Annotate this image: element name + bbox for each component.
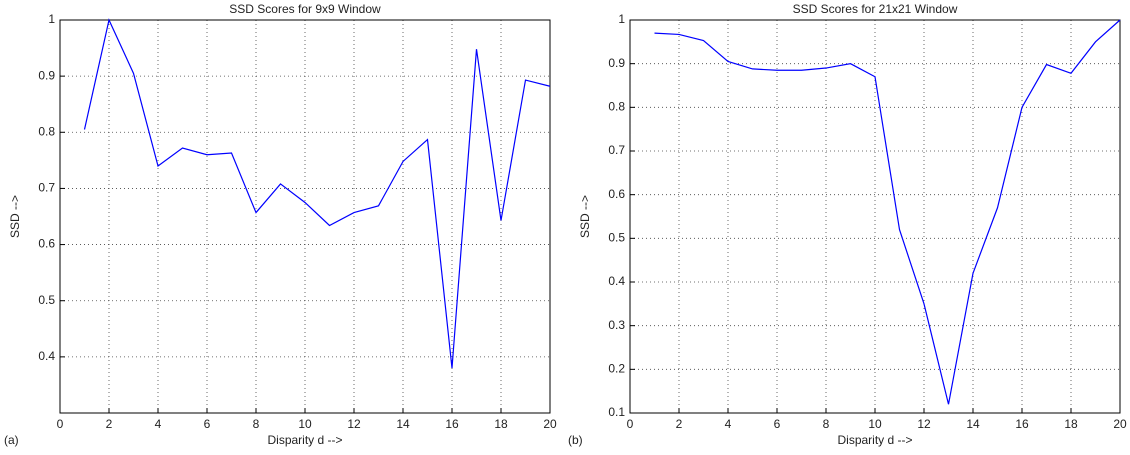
x-tick-label: 4	[155, 417, 162, 431]
data-line	[83, 18, 551, 369]
y-tick-label: 0.4	[38, 349, 55, 363]
x-tick-label: 10	[868, 417, 882, 431]
y-tick-label: 0.9	[38, 68, 55, 82]
y-tick-label: 0.8	[38, 124, 55, 138]
x-tick-label: 2	[676, 417, 683, 431]
x-axis-label: Disparity d -->	[837, 433, 912, 447]
x-tick-label: 4	[725, 417, 732, 431]
x-tick-label: 8	[823, 417, 830, 431]
x-tick-label: 6	[204, 417, 211, 431]
y-tick-label: 0.7	[608, 143, 625, 157]
y-tick-label: 0.6	[608, 187, 625, 201]
x-tick-label: 20	[543, 417, 557, 431]
x-tick-label: 0	[627, 417, 634, 431]
x-tick-label: 8	[253, 417, 260, 431]
panel-label: (a)	[4, 433, 19, 447]
y-tick-label: 0.7	[38, 181, 55, 195]
y-axis-label: SSD -->	[8, 195, 22, 238]
plot-frame	[629, 19, 1121, 414]
y-tick-label: 0.4	[608, 274, 625, 288]
y-tick-label: 0.9	[608, 56, 625, 70]
x-tick-label: 10	[298, 417, 312, 431]
x-tick-label: 14	[396, 417, 410, 431]
x-tick-label: 6	[774, 417, 781, 431]
y-tick-label: 0.2	[608, 362, 625, 376]
y-axis-label: SSD -->	[578, 195, 592, 238]
x-tick-label: 16	[1015, 417, 1029, 431]
y-tick-label: 0.8	[608, 100, 625, 114]
panel-label: (b)	[568, 433, 583, 447]
x-tick-label: 14	[966, 417, 980, 431]
data-line	[654, 19, 1121, 405]
x-tick-label: 16	[445, 417, 459, 431]
x-tick-label: 2	[106, 417, 113, 431]
y-tick-label: 0.5	[608, 231, 625, 245]
y-tick-label: 1	[48, 12, 55, 26]
y-tick-label: 0.6	[38, 237, 55, 251]
x-tick-label: 18	[494, 417, 508, 431]
y-tick-label: 0.3	[608, 318, 625, 332]
y-tick-label: 0.1	[608, 405, 625, 419]
x-tick-label: 0	[57, 417, 64, 431]
chart-title: SSD Scores for 9x9 Window	[229, 2, 381, 16]
y-tick-label: 0.5	[38, 293, 55, 307]
x-tick-label: 12	[917, 417, 931, 431]
y-tick-label: 1	[618, 12, 625, 26]
plot-frame	[59, 19, 551, 414]
chart-title: SSD Scores for 21x21 Window	[793, 2, 958, 16]
x-tick-label: 18	[1064, 417, 1078, 431]
x-tick-label: 20	[1113, 417, 1127, 431]
x-tick-label: 12	[347, 417, 361, 431]
x-axis-label: Disparity d -->	[267, 433, 342, 447]
